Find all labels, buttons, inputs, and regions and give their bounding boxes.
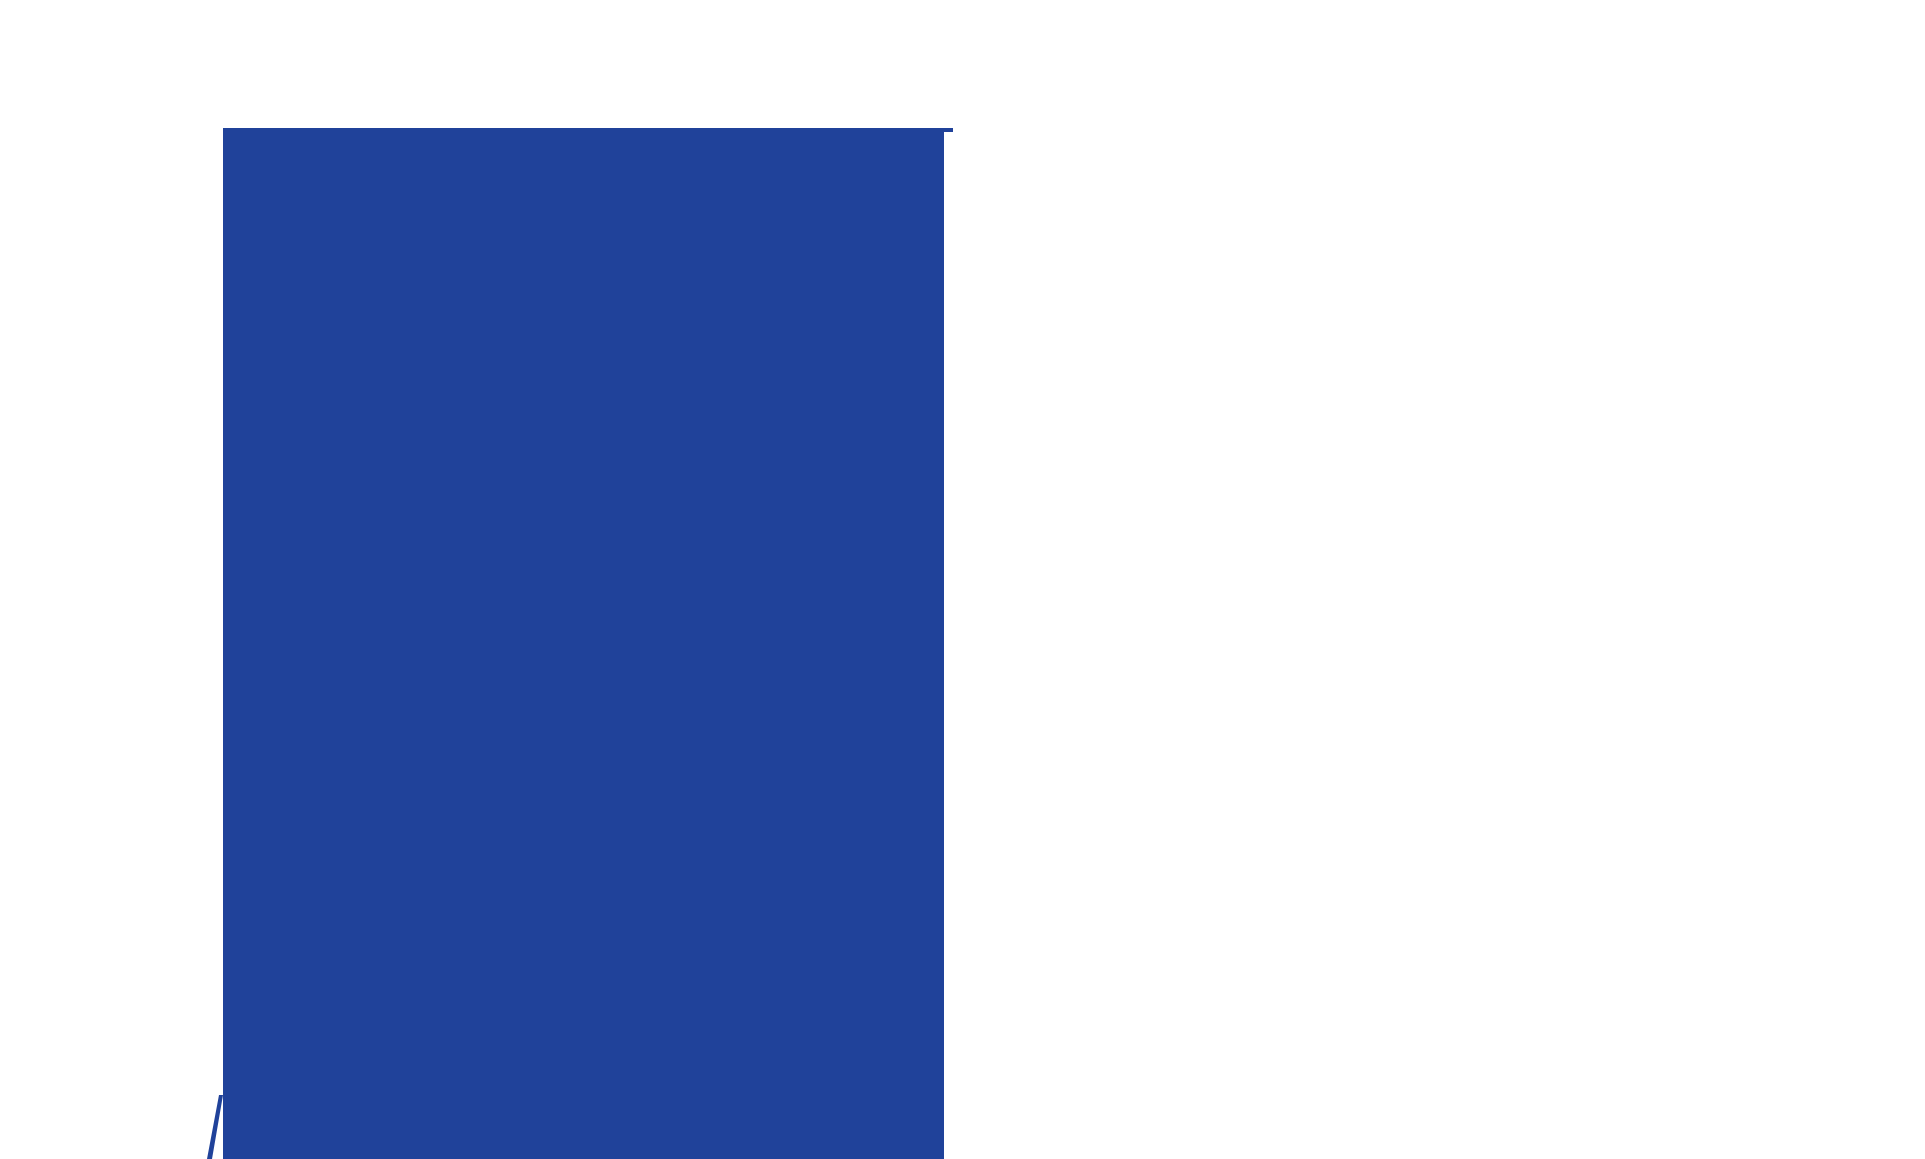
top-right-notch <box>944 128 953 132</box>
blue-rectangle <box>223 128 944 1159</box>
